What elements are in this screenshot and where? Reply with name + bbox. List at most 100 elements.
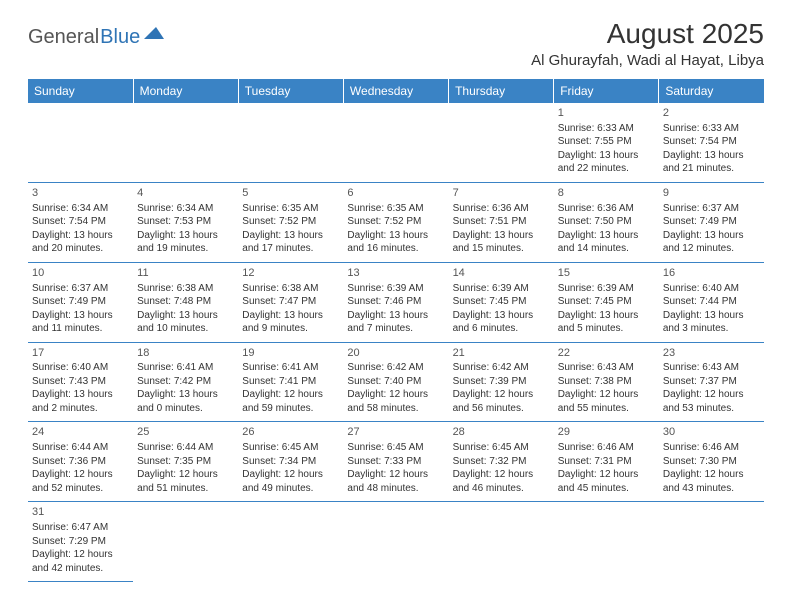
sunrise-text: Sunrise: 6:45 AM xyxy=(242,441,339,455)
dayhdr-sat: Saturday xyxy=(659,79,764,103)
daylight-text: and 21 minutes. xyxy=(663,162,760,176)
sunset-text: Sunset: 7:33 PM xyxy=(347,455,444,469)
daylight-text: and 58 minutes. xyxy=(347,402,444,416)
calendar-row: 1Sunrise: 6:33 AMSunset: 7:55 PMDaylight… xyxy=(28,103,764,182)
daylight-text: and 56 minutes. xyxy=(453,402,550,416)
sunrise-text: Sunrise: 6:45 AM xyxy=(453,441,550,455)
calendar-cell: 12Sunrise: 6:38 AMSunset: 7:47 PMDayligh… xyxy=(238,262,343,342)
sunset-text: Sunset: 7:45 PM xyxy=(558,295,655,309)
daylight-text: and 14 minutes. xyxy=(558,242,655,256)
sunrise-text: Sunrise: 6:34 AM xyxy=(137,202,234,216)
sunset-text: Sunset: 7:38 PM xyxy=(558,375,655,389)
daylight-text: and 3 minutes. xyxy=(663,322,760,336)
logo: General Blue xyxy=(28,26,166,49)
calendar-row: 31Sunrise: 6:47 AMSunset: 7:29 PMDayligh… xyxy=(28,502,764,582)
sunrise-text: Sunrise: 6:42 AM xyxy=(453,361,550,375)
daylight-text: Daylight: 12 hours xyxy=(137,468,234,482)
day-number: 29 xyxy=(558,425,655,440)
sunset-text: Sunset: 7:37 PM xyxy=(663,375,760,389)
daylight-text: Daylight: 12 hours xyxy=(453,388,550,402)
location: Al Ghurayfah, Wadi al Hayat, Libya xyxy=(531,52,764,69)
calendar-cell: 15Sunrise: 6:39 AMSunset: 7:45 PMDayligh… xyxy=(554,262,659,342)
sunrise-text: Sunrise: 6:46 AM xyxy=(558,441,655,455)
daylight-text: and 9 minutes. xyxy=(242,322,339,336)
sunset-text: Sunset: 7:49 PM xyxy=(663,215,760,229)
dayhdr-mon: Monday xyxy=(133,79,238,103)
sunset-text: Sunset: 7:49 PM xyxy=(32,295,129,309)
sunset-text: Sunset: 7:30 PM xyxy=(663,455,760,469)
logo-word1: General xyxy=(28,26,99,49)
day-number: 14 xyxy=(453,266,550,281)
daylight-text: Daylight: 12 hours xyxy=(242,468,339,482)
sunrise-text: Sunrise: 6:42 AM xyxy=(347,361,444,375)
sunset-text: Sunset: 7:31 PM xyxy=(558,455,655,469)
calendar-cell: 16Sunrise: 6:40 AMSunset: 7:44 PMDayligh… xyxy=(659,262,764,342)
day-number: 30 xyxy=(663,425,760,440)
calendar-cell: 25Sunrise: 6:44 AMSunset: 7:35 PMDayligh… xyxy=(133,422,238,502)
calendar-cell xyxy=(343,502,448,582)
calendar-row: 10Sunrise: 6:37 AMSunset: 7:49 PMDayligh… xyxy=(28,262,764,342)
header: General Blue August 2025 Al Ghurayfah, W… xyxy=(28,18,764,69)
daylight-text: and 55 minutes. xyxy=(558,402,655,416)
sunset-text: Sunset: 7:45 PM xyxy=(453,295,550,309)
dayhdr-sun: Sunday xyxy=(28,79,133,103)
sunrise-text: Sunrise: 6:36 AM xyxy=(558,202,655,216)
calendar-cell: 2Sunrise: 6:33 AMSunset: 7:54 PMDaylight… xyxy=(659,103,764,182)
dayhdr-thu: Thursday xyxy=(449,79,554,103)
sunset-text: Sunset: 7:53 PM xyxy=(137,215,234,229)
day-number: 16 xyxy=(663,266,760,281)
day-number: 28 xyxy=(453,425,550,440)
sunrise-text: Sunrise: 6:41 AM xyxy=(137,361,234,375)
sunset-text: Sunset: 7:42 PM xyxy=(137,375,234,389)
daylight-text: and 59 minutes. xyxy=(242,402,339,416)
calendar-cell: 13Sunrise: 6:39 AMSunset: 7:46 PMDayligh… xyxy=(343,262,448,342)
dayhdr-wed: Wednesday xyxy=(343,79,448,103)
daylight-text: Daylight: 13 hours xyxy=(32,388,129,402)
day-number: 31 xyxy=(32,505,129,520)
calendar-cell: 31Sunrise: 6:47 AMSunset: 7:29 PMDayligh… xyxy=(28,502,133,582)
calendar-cell: 3Sunrise: 6:34 AMSunset: 7:54 PMDaylight… xyxy=(28,182,133,262)
daylight-text: Daylight: 13 hours xyxy=(137,388,234,402)
daylight-text: Daylight: 13 hours xyxy=(137,309,234,323)
daylight-text: and 17 minutes. xyxy=(242,242,339,256)
sunrise-text: Sunrise: 6:37 AM xyxy=(32,282,129,296)
day-number: 2 xyxy=(663,106,760,121)
daylight-text: Daylight: 12 hours xyxy=(558,388,655,402)
calendar-row: 17Sunrise: 6:40 AMSunset: 7:43 PMDayligh… xyxy=(28,342,764,422)
daylight-text: Daylight: 13 hours xyxy=(242,309,339,323)
daylight-text: Daylight: 13 hours xyxy=(558,229,655,243)
calendar-cell: 1Sunrise: 6:33 AMSunset: 7:55 PMDaylight… xyxy=(554,103,659,182)
day-number: 23 xyxy=(663,346,760,361)
day-number: 5 xyxy=(242,186,339,201)
day-number: 13 xyxy=(347,266,444,281)
sunrise-text: Sunrise: 6:33 AM xyxy=(558,122,655,136)
day-number: 6 xyxy=(347,186,444,201)
sunset-text: Sunset: 7:36 PM xyxy=(32,455,129,469)
day-number: 11 xyxy=(137,266,234,281)
daylight-text: and 2 minutes. xyxy=(32,402,129,416)
calendar-cell: 24Sunrise: 6:44 AMSunset: 7:36 PMDayligh… xyxy=(28,422,133,502)
daylight-text: Daylight: 13 hours xyxy=(453,229,550,243)
calendar-cell xyxy=(28,103,133,182)
sunset-text: Sunset: 7:44 PM xyxy=(663,295,760,309)
daylight-text: Daylight: 13 hours xyxy=(558,149,655,163)
calendar-row: 3Sunrise: 6:34 AMSunset: 7:54 PMDaylight… xyxy=(28,182,764,262)
day-number: 26 xyxy=(242,425,339,440)
day-number: 24 xyxy=(32,425,129,440)
calendar-cell: 28Sunrise: 6:45 AMSunset: 7:32 PMDayligh… xyxy=(449,422,554,502)
calendar-cell: 14Sunrise: 6:39 AMSunset: 7:45 PMDayligh… xyxy=(449,262,554,342)
daylight-text: Daylight: 12 hours xyxy=(663,388,760,402)
daylight-text: and 11 minutes. xyxy=(32,322,129,336)
daylight-text: Daylight: 13 hours xyxy=(32,309,129,323)
calendar-cell: 6Sunrise: 6:35 AMSunset: 7:52 PMDaylight… xyxy=(343,182,448,262)
sunrise-text: Sunrise: 6:39 AM xyxy=(453,282,550,296)
sunrise-text: Sunrise: 6:38 AM xyxy=(242,282,339,296)
daylight-text: and 22 minutes. xyxy=(558,162,655,176)
sunset-text: Sunset: 7:29 PM xyxy=(32,535,129,549)
daylight-text: and 48 minutes. xyxy=(347,482,444,496)
sunset-text: Sunset: 7:55 PM xyxy=(558,135,655,149)
day-number: 17 xyxy=(32,346,129,361)
calendar-cell xyxy=(554,502,659,582)
calendar-cell: 18Sunrise: 6:41 AMSunset: 7:42 PMDayligh… xyxy=(133,342,238,422)
title-block: August 2025 Al Ghurayfah, Wadi al Hayat,… xyxy=(531,18,764,69)
